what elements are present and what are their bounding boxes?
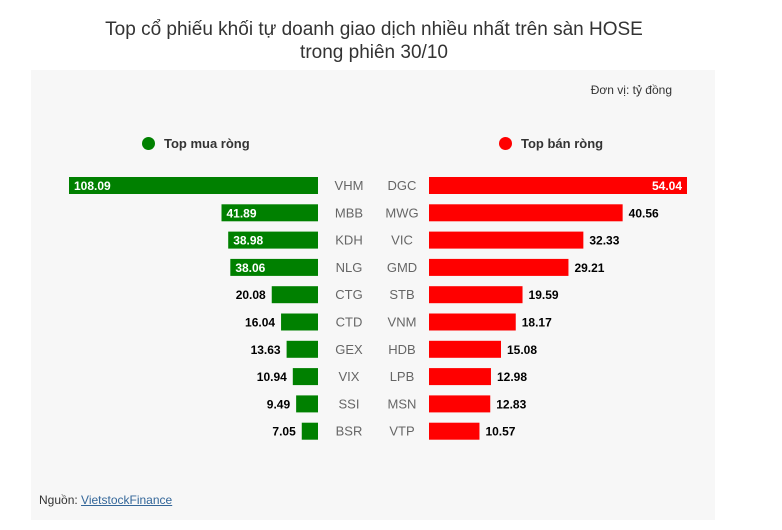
sell-category-label: VTP bbox=[389, 424, 414, 439]
buy-category-label: CTG bbox=[335, 287, 362, 302]
sell-category-label: MSN bbox=[388, 396, 417, 411]
sell-bar-gmd[interactable] bbox=[429, 258, 569, 276]
sell-category-label: HDB bbox=[388, 342, 415, 357]
sell-value-label: 15.08 bbox=[507, 343, 537, 357]
buy-category-label: SSI bbox=[339, 396, 360, 411]
sell-category-label: VNM bbox=[388, 315, 417, 330]
sell-value-label: 12.98 bbox=[497, 370, 527, 384]
legend-sell-dot-icon bbox=[499, 137, 512, 150]
buy-category-label: NLG bbox=[336, 260, 363, 275]
sell-bar-hdb[interactable] bbox=[429, 340, 501, 358]
sell-category-label: STB bbox=[389, 287, 414, 302]
legend-sell-label: Top bán ròng bbox=[521, 136, 604, 151]
sell-value-label: 19.59 bbox=[529, 288, 559, 302]
buy-bar-vhm[interactable] bbox=[69, 177, 318, 194]
butterfly-bar-chart: 108.09 VHM 41.89 MBB 38.98 KDH 38.06 NLG 20.08 CT… bbox=[69, 177, 687, 440]
buy-category-label: VHM bbox=[335, 178, 364, 193]
chart-title-line-2: trong phiên 30/10 bbox=[300, 42, 448, 63]
source-note: Nguồn: VietstockFinance bbox=[39, 493, 172, 507]
buy-bar-nlg[interactable] bbox=[230, 258, 318, 276]
sell-bar-lpb[interactable] bbox=[429, 368, 491, 386]
sell-bar-dgc[interactable] bbox=[429, 177, 687, 194]
buy-category-label: GEX bbox=[335, 342, 363, 357]
legend-sell[interactable]: Top bán ròng bbox=[499, 136, 603, 151]
buy-category-label: KDH bbox=[335, 233, 362, 248]
sell-bar-vnm[interactable] bbox=[429, 313, 516, 331]
source-link[interactable]: VietstockFinance bbox=[81, 493, 173, 507]
buy-category-label: MBB bbox=[335, 205, 363, 220]
sell-bar-vic[interactable] bbox=[429, 231, 584, 249]
sell-value-label: 40.56 bbox=[629, 206, 659, 220]
buy-value-label: 7.05 bbox=[272, 425, 296, 439]
buy-value-label: 38.06 bbox=[235, 261, 265, 275]
sell-value-label: 12.83 bbox=[496, 397, 526, 411]
buy-value-label: 16.04 bbox=[245, 316, 275, 330]
buy-value-label: 108.09 bbox=[74, 179, 111, 193]
buy-bar-kdh[interactable] bbox=[228, 231, 318, 249]
buy-bar-ctg[interactable] bbox=[271, 286, 318, 304]
sell-bar-stb[interactable] bbox=[429, 286, 523, 304]
sell-bar-mwg[interactable] bbox=[429, 204, 623, 222]
sell-value-label: 29.21 bbox=[574, 261, 604, 275]
buy-value-label: 13.63 bbox=[251, 343, 281, 357]
buy-bar-ssi[interactable] bbox=[296, 395, 318, 413]
sell-category-label: GMD bbox=[387, 260, 417, 275]
legend-buy-label: Top mua ròng bbox=[164, 136, 250, 151]
chart-title-line-1: Top cổ phiếu khối tự doanh giao dịch nhi… bbox=[105, 19, 643, 40]
buy-value-label: 20.08 bbox=[236, 288, 266, 302]
buy-bar-gex[interactable] bbox=[286, 340, 318, 358]
buy-value-label: 10.94 bbox=[257, 370, 287, 384]
sell-value-label: 32.33 bbox=[589, 234, 619, 248]
unit-label: Đơn vị: tỷ đồng bbox=[590, 83, 672, 97]
buy-category-label: BSR bbox=[336, 424, 363, 439]
sell-category-label: MWG bbox=[385, 205, 418, 220]
sell-value-label: 10.57 bbox=[485, 425, 515, 439]
buy-bar-ctd[interactable] bbox=[281, 313, 318, 331]
buy-value-label: 41.89 bbox=[227, 206, 257, 220]
buy-bar-bsr[interactable] bbox=[301, 422, 318, 440]
legend-buy[interactable]: Top mua ròng bbox=[142, 136, 250, 151]
chart-title: Top cổ phiếu khối tự doanh giao dịch nhi… bbox=[0, 18, 748, 64]
legend-buy-dot-icon bbox=[142, 137, 155, 150]
sell-category-label: VIC bbox=[391, 233, 413, 248]
sell-bar-vtp[interactable] bbox=[429, 422, 480, 440]
sell-value-label: 18.17 bbox=[522, 316, 552, 330]
chart-panel: Đơn vị: tỷ đồng Top mua ròng Top bán ròn… bbox=[31, 70, 715, 520]
sell-bar-msn[interactable] bbox=[429, 395, 491, 413]
buy-bar-vix[interactable] bbox=[292, 368, 318, 386]
buy-bar-mbb[interactable] bbox=[221, 204, 318, 222]
buy-value-label: 9.49 bbox=[267, 397, 291, 411]
sell-value-label: 54.04 bbox=[652, 179, 682, 193]
buy-category-label: CTD bbox=[336, 315, 363, 330]
source-prefix: Nguồn: bbox=[39, 493, 82, 507]
buy-category-label: VIX bbox=[339, 369, 360, 384]
buy-value-label: 38.98 bbox=[233, 234, 263, 248]
sell-category-label: DGC bbox=[388, 178, 417, 193]
sell-category-label: LPB bbox=[390, 369, 415, 384]
